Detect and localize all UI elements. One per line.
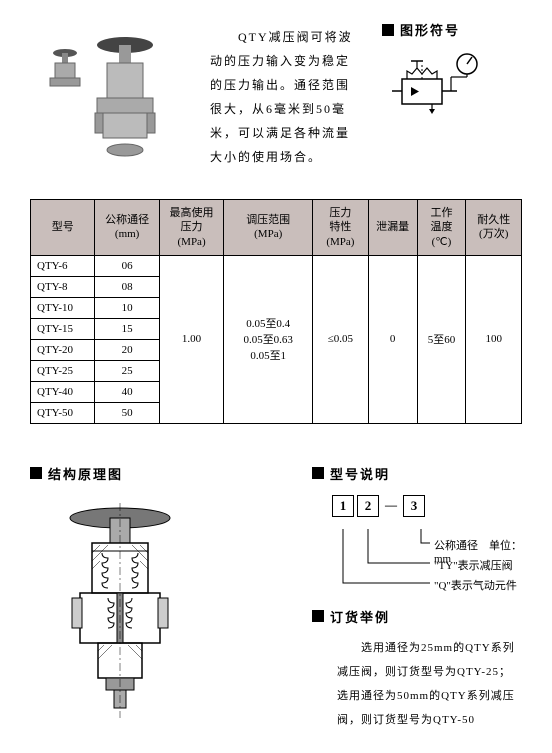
col-model: 型号: [31, 200, 95, 256]
table-row: QTY-6061.000.05至0.40.05至0.630.05至1≤0.050…: [31, 255, 522, 276]
table-header-row: 型号 公称通径(mm) 最高使用压力(MPa) 调压范围(MPa) 压力特性(M…: [31, 200, 522, 256]
col-leakage: 泄漏量: [368, 200, 417, 256]
col-pressure-char: 压力特性(MPa): [313, 200, 369, 256]
col-range: 调压范围(MPa): [224, 200, 313, 256]
section-marker-icon: [312, 610, 324, 622]
section-marker-icon: [312, 467, 324, 479]
section-marker-icon: [382, 24, 394, 36]
col-maxpressure: 最高使用压力(MPa): [159, 200, 223, 256]
structure-title: 结构原理图: [48, 464, 123, 483]
section-marker-icon: [30, 467, 42, 479]
symbol-section-header: 图形符号: [382, 20, 522, 39]
col-diameter: 公称通径(mm): [95, 200, 159, 256]
spec-table: 型号 公称通径(mm) 最高使用压力(MPa) 调压范围(MPa) 压力特性(M…: [30, 199, 522, 424]
graphic-symbol: [387, 49, 497, 119]
structure-section-header: 结构原理图: [30, 464, 282, 483]
order-example-text: 选用通径为25mm的QTY系列减压阀，则订货型号为QTY-25；选用通径为50m…: [337, 636, 522, 733]
structure-diagram: [30, 503, 210, 733]
model-explain-3: "Q"表示气动元件: [434, 577, 517, 593]
product-description: QTY减压阀可将波动的压力输入变为稳定的压力输出。通径范围很大，从6毫米到50毫…: [210, 20, 362, 169]
model-explain-2: "TY"表示减压阀: [434, 557, 513, 573]
order-section-header: 订货举例: [312, 607, 522, 626]
col-durability: 耐久性(万次): [466, 200, 522, 256]
model-title: 型号说明: [330, 464, 390, 483]
col-temp: 工作温度(℃): [417, 200, 466, 256]
product-image: [30, 20, 190, 160]
order-title: 订货举例: [330, 607, 390, 626]
model-section-header: 型号说明: [312, 464, 522, 483]
symbol-title: 图形符号: [400, 20, 460, 39]
